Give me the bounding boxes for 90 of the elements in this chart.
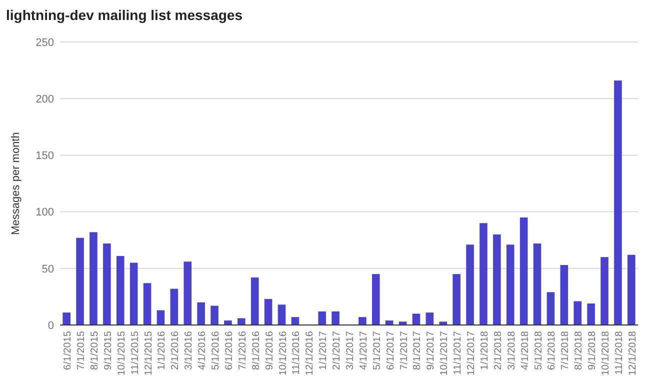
x-tick-label: 4/1/2018 [520, 330, 531, 370]
x-tick-label: 5/1/2016 [210, 330, 222, 370]
y-tick-label: 200 [36, 93, 54, 106]
x-tick-label: 1/1/2016 [156, 330, 168, 370]
x-tick-label: 7/1/2016 [237, 330, 248, 370]
x-tick-label: 11/1/2015 [130, 330, 141, 375]
bar [452, 274, 460, 325]
x-tick-label: 6/1/2017 [385, 330, 396, 370]
x-tick-label: 9/1/2015 [102, 330, 114, 370]
x-tick-label: 7/1/2015 [76, 330, 88, 370]
bar [628, 254, 636, 325]
bar [600, 257, 608, 325]
x-tick-label: 10/1/2015 [116, 330, 128, 376]
bar [116, 256, 124, 325]
bar [587, 303, 595, 325]
bar [439, 322, 448, 325]
x-tick-label: 8/1/2018 [574, 330, 585, 370]
bar [90, 232, 98, 325]
x-tick-label: 12/1/2015 [143, 330, 154, 376]
x-tick-label: 8/1/2015 [89, 330, 100, 370]
chart-title: lightning-dev mailing list messages [6, 7, 243, 23]
bar [103, 243, 111, 325]
bar [614, 80, 622, 325]
x-tick-label: 4/1/2016 [197, 330, 208, 370]
bar [291, 317, 300, 325]
bar [574, 301, 582, 325]
bar [318, 311, 326, 325]
y-tick-label: 100 [36, 206, 54, 219]
x-tick-label: 7/1/2017 [398, 330, 410, 370]
x-tick-label: 6/1/2018 [546, 330, 558, 370]
x-tick-label: 6/1/2016 [224, 330, 235, 370]
x-tick-label: 1/1/2017 [318, 330, 330, 370]
x-tick-label: 6/1/2015 [62, 330, 74, 370]
bar [332, 311, 340, 325]
bar [170, 288, 178, 325]
bar [466, 244, 474, 325]
bar [533, 243, 542, 325]
x-tick-label: 2/1/2017 [332, 330, 343, 370]
x-tick-label: 10/1/2016 [278, 330, 289, 376]
y-tick-label: 150 [36, 150, 54, 162]
bar [143, 283, 152, 325]
bar [210, 306, 218, 325]
x-tick-label: 3/1/2018 [506, 330, 518, 370]
x-tick-label: 9/1/2016 [264, 330, 276, 370]
bar [560, 265, 568, 325]
x-tick-label: 1/1/2018 [479, 330, 490, 370]
bar [426, 312, 434, 325]
bar [546, 292, 555, 325]
bar [358, 317, 366, 325]
x-tick-label: 9/1/2018 [587, 330, 598, 370]
y-tick-label: 50 [42, 263, 54, 276]
bar [156, 310, 165, 325]
y-tick-label: 0 [48, 320, 54, 332]
bar [412, 314, 420, 325]
bar [197, 302, 205, 325]
x-tick-label: 2/1/2016 [170, 330, 182, 370]
x-tick-label: 12/1/2016 [304, 330, 316, 376]
bar [184, 262, 192, 325]
x-tick-label: 5/1/2018 [533, 330, 544, 370]
bar [493, 234, 501, 325]
x-tick-label: 8/1/2017 [412, 330, 424, 370]
y-axis-title: Messages per month [10, 132, 22, 235]
x-tick-label: 11/1/2016 [291, 330, 302, 375]
x-tick-label: 10/1/2018 [600, 330, 612, 376]
x-tick-label: 3/1/2016 [184, 330, 195, 370]
bar [480, 223, 488, 325]
x-tick-label: 11/1/2018 [614, 330, 625, 375]
bar [520, 217, 528, 325]
bar [264, 298, 272, 325]
bar [250, 277, 259, 325]
bar [506, 244, 514, 325]
x-tick-label: 7/1/2018 [560, 330, 572, 370]
x-tick-label: 12/1/2017 [466, 330, 478, 376]
y-tick-label: 250 [36, 36, 54, 49]
x-tick-label: 2/1/2018 [492, 330, 504, 370]
x-tick-label: 8/1/2016 [250, 330, 262, 370]
x-tick-label: 3/1/2017 [345, 330, 356, 370]
x-tick-label: 9/1/2017 [426, 330, 437, 370]
x-tick-label: 4/1/2017 [358, 330, 370, 370]
bar [238, 318, 246, 325]
x-tick-label: 5/1/2017 [372, 330, 383, 370]
bar [130, 262, 138, 325]
x-tick-label: 12/1/2018 [627, 330, 638, 376]
bar [76, 238, 84, 325]
x-tick-label: 11/1/2017 [452, 330, 464, 375]
bar [224, 320, 232, 325]
bar [278, 304, 286, 325]
bar [372, 274, 380, 325]
bar [62, 312, 70, 325]
x-tick-label: 10/1/2017 [439, 330, 450, 376]
